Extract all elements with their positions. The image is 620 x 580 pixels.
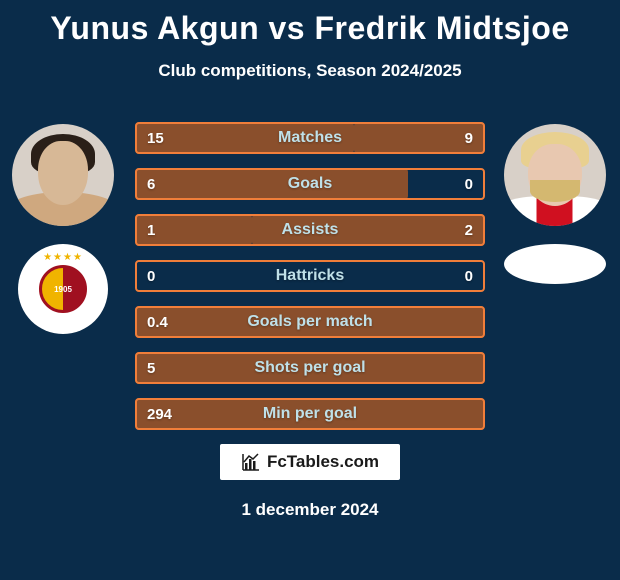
bar-right-fill <box>252 214 485 246</box>
club-left-badge: ★★★★ 1905 <box>18 244 108 334</box>
stat-label: Hattricks <box>135 260 485 292</box>
bar-left-fill <box>135 352 485 384</box>
player-right-avatar <box>504 124 606 226</box>
stats-bars: 15Matches96Goals01Assists20Hattricks00.4… <box>135 122 485 430</box>
date-label: 1 december 2024 <box>0 500 620 520</box>
subtitle: Club competitions, Season 2024/2025 <box>0 61 620 81</box>
club-logo-icon: 1905 <box>39 265 87 313</box>
player-left-avatar <box>12 124 114 226</box>
comparison-card: Yunus Akgun vs Fredrik Midtsjoe Club com… <box>0 0 620 580</box>
stat-row: 6Goals0 <box>135 168 485 200</box>
bar-left-fill <box>135 306 485 338</box>
page-title: Yunus Akgun vs Fredrik Midtsjoe <box>0 0 620 47</box>
club-stars-icon: ★★★★ <box>43 252 83 263</box>
right-column <box>500 124 610 284</box>
bar-left-fill <box>135 168 408 200</box>
left-column: ★★★★ 1905 <box>8 124 118 334</box>
bar-outline <box>135 260 485 292</box>
stat-row: 15Matches9 <box>135 122 485 154</box>
bar-right-fill <box>354 122 485 154</box>
stat-row: 294Min per goal <box>135 398 485 430</box>
stat-row: 5Shots per goal <box>135 352 485 384</box>
club-right-badge <box>504 244 606 284</box>
stat-row: 1Assists2 <box>135 214 485 246</box>
brand-chart-icon <box>241 452 261 472</box>
stat-value-left: 0 <box>147 260 155 292</box>
bar-left-fill <box>135 214 252 246</box>
brand-box: FcTables.com <box>220 444 400 480</box>
stat-row: 0Hattricks0 <box>135 260 485 292</box>
bar-left-fill <box>135 122 354 154</box>
stat-value-right: 0 <box>465 168 473 200</box>
stat-value-right: 0 <box>465 260 473 292</box>
bar-left-fill <box>135 398 485 430</box>
stat-row: 0.4Goals per match <box>135 306 485 338</box>
brand-text: FcTables.com <box>267 452 379 472</box>
